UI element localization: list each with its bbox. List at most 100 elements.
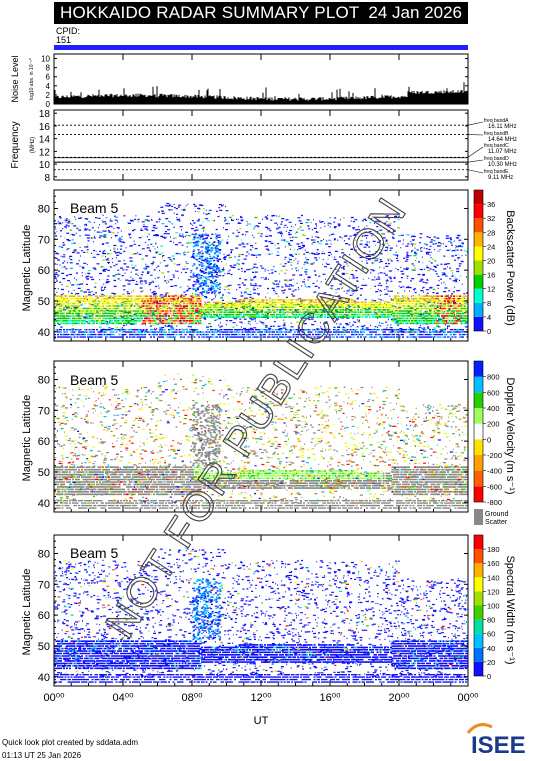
colorbar-segment bbox=[474, 647, 483, 662]
lat-tick-label: 40 bbox=[38, 327, 50, 339]
time-tick-label: 04⁰⁰ bbox=[112, 692, 134, 704]
frequency-band-value: 11.07 MHz bbox=[488, 149, 517, 155]
lat-tick-label: 70 bbox=[38, 579, 50, 591]
lat-tick-label: 60 bbox=[38, 436, 50, 448]
colorbar-segment bbox=[474, 633, 483, 648]
power-panel: 40 50 60 70 80 Beam 5 Magnetic Latitude 0 4 8 1… bbox=[21, 189, 516, 342]
velocity-ylabel: Magnetic Latitude bbox=[21, 395, 33, 482]
colorbar-segment bbox=[474, 361, 483, 377]
lat-tick-label: 80 bbox=[38, 374, 50, 386]
frequency-band-leader bbox=[467, 121, 484, 126]
credit-text: Quick look plot created by sddata.adm bbox=[2, 738, 139, 747]
frequency-band-name: freq bandE bbox=[484, 169, 509, 175]
noise-tick-label: 2 bbox=[46, 91, 51, 100]
lat-tick-label: 70 bbox=[38, 234, 50, 246]
lat-tick-label: 40 bbox=[38, 498, 50, 510]
colorbar-segment bbox=[474, 470, 483, 487]
noise-tick-label: 6 bbox=[46, 73, 51, 82]
frequency-band-leader bbox=[467, 159, 484, 163]
colorbar-tick-label: 100 bbox=[487, 602, 500, 611]
colorbar-segment bbox=[474, 619, 483, 634]
power-colorbar-label: Backscatter Power (dB) bbox=[504, 210, 516, 326]
colorbar-tick-label: 40 bbox=[487, 644, 495, 653]
frequency-band-leader bbox=[467, 146, 484, 158]
noise-tick-label: 10 bbox=[41, 55, 50, 64]
frequency-band-value: 14.64 MHz bbox=[488, 137, 517, 143]
colorbar-tick-label: 28 bbox=[487, 228, 495, 237]
colorbar-tick-label: 160 bbox=[487, 559, 500, 568]
frequency-unit: (MHz) bbox=[30, 137, 36, 153]
lat-tick-label: 50 bbox=[38, 467, 50, 479]
colorbar-segment bbox=[474, 408, 483, 424]
frequency-band-name: freq bandB bbox=[484, 131, 509, 137]
colorbar-segment bbox=[474, 302, 483, 317]
colorbar-tick-label: 0 bbox=[487, 672, 491, 681]
colorbar-segment bbox=[474, 535, 483, 550]
colorbar-segment bbox=[474, 486, 483, 502]
lat-tick-label: 60 bbox=[38, 610, 50, 622]
colorbar-tick-label: -600 bbox=[487, 482, 502, 491]
colorbar-tick-label: 24 bbox=[487, 242, 495, 251]
colorbar-segment bbox=[474, 392, 483, 408]
colorbar-segment bbox=[474, 316, 483, 331]
width-scatter-data bbox=[54, 547, 468, 683]
noise-tick-label: 8 bbox=[46, 64, 51, 73]
scatter-points bbox=[59, 373, 468, 504]
colorbar-tick-label: -200 bbox=[487, 451, 502, 460]
colorbar-tick-label: 60 bbox=[487, 630, 495, 639]
isee-logo-arc bbox=[466, 723, 493, 734]
colorbar-segment bbox=[474, 591, 483, 606]
scatter-points bbox=[54, 202, 468, 338]
noise-ylabel: Noise Level bbox=[10, 55, 20, 102]
colorbar-tick-label: 120 bbox=[487, 587, 500, 596]
frequency-tick-label: 18 bbox=[39, 109, 51, 120]
time-axis: 00⁰⁰ 04⁰⁰ 08⁰⁰ 12⁰⁰ 16⁰⁰ 20⁰⁰ 00⁰⁰ bbox=[43, 54, 479, 704]
frequency-band-leader bbox=[467, 169, 484, 174]
colorbar-segment bbox=[474, 288, 483, 303]
colorbar-tick-label: 16 bbox=[487, 271, 495, 280]
time-tick-label: 00⁰⁰ bbox=[43, 692, 65, 704]
noise-ylabel-sub: log10 abs. in 10⁻¹⁰ bbox=[29, 58, 35, 100]
lat-tick-label: 40 bbox=[38, 672, 50, 684]
colorbar-tick-label: 600 bbox=[487, 388, 500, 397]
time-tick-label: 20⁰⁰ bbox=[388, 692, 410, 704]
colorbar-tick-label: 180 bbox=[487, 545, 500, 554]
colorbar-segment bbox=[474, 605, 483, 620]
width-lat-axis: 40 50 60 70 80 bbox=[38, 540, 468, 684]
time-tick-label: 12⁰⁰ bbox=[250, 692, 272, 704]
colorbar-tick-label: 32 bbox=[487, 214, 495, 223]
frequency-band-value: 16.11 MHz bbox=[488, 124, 517, 130]
power-ylabel: Magnetic Latitude bbox=[21, 225, 33, 312]
cpid-value: 151 bbox=[56, 35, 72, 45]
colorbar-tick-label: -800 bbox=[487, 498, 502, 507]
colorbar-segment bbox=[474, 549, 483, 564]
colorbar-tick-label: 8 bbox=[487, 299, 491, 308]
power-scatter-data bbox=[54, 202, 468, 338]
colorbar-frame bbox=[473, 360, 484, 503]
velocity-colorbar: -800 -600 -400 -200 0 200 400 600 800 bbox=[473, 360, 502, 507]
colorbar-tick-label: -400 bbox=[487, 467, 502, 476]
colorbar-segment bbox=[474, 204, 483, 219]
scatter-points bbox=[54, 547, 468, 683]
power-lat-axis: 40 50 60 70 80 bbox=[38, 195, 468, 339]
width-colorbar: 0 20 40 60 80 100 120 140 160 180 bbox=[473, 534, 500, 681]
scatter-points bbox=[67, 547, 466, 677]
colorbar-tick-label: 400 bbox=[487, 404, 500, 413]
colorbar-segment bbox=[474, 274, 483, 289]
velocity-lat-axis: 40 50 60 70 80 bbox=[38, 366, 468, 510]
scatter-points bbox=[54, 376, 468, 509]
frequency-frame bbox=[53, 109, 469, 181]
colorbar-tick-label: 0 bbox=[487, 435, 491, 444]
frequency-band-value: 9.11 MHz bbox=[488, 175, 513, 181]
isee-logo-text: ISEE bbox=[471, 732, 526, 759]
colorbar-segment bbox=[474, 577, 483, 592]
colorbar-tick-label: 0 bbox=[487, 327, 491, 336]
colorbar-tick-label: 20 bbox=[487, 658, 495, 667]
width-beam-label: Beam 5 bbox=[70, 545, 118, 561]
frequency-band-name: freq bandD bbox=[484, 156, 509, 162]
lat-tick-label: 80 bbox=[38, 548, 50, 560]
colorbar-tick-label: 800 bbox=[487, 373, 500, 382]
